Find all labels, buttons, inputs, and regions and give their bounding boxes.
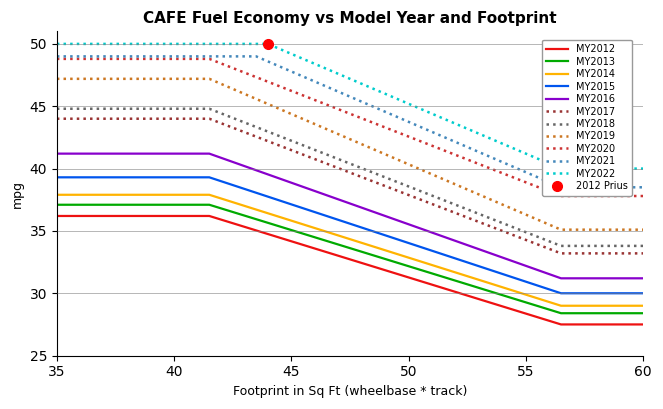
Legend: MY2012, MY2013, MY2014, MY2015, MY2016, MY2017, MY2018, MY2019, MY2020, MY2021, : MY2012, MY2013, MY2014, MY2015, MY2016, … — [542, 40, 633, 196]
Y-axis label: mpg: mpg — [11, 180, 24, 207]
X-axis label: Footprint in Sq Ft (wheelbase * track): Footprint in Sq Ft (wheelbase * track) — [233, 385, 467, 398]
Title: CAFE Fuel Economy vs Model Year and Footprint: CAFE Fuel Economy vs Model Year and Foot… — [143, 11, 557, 26]
